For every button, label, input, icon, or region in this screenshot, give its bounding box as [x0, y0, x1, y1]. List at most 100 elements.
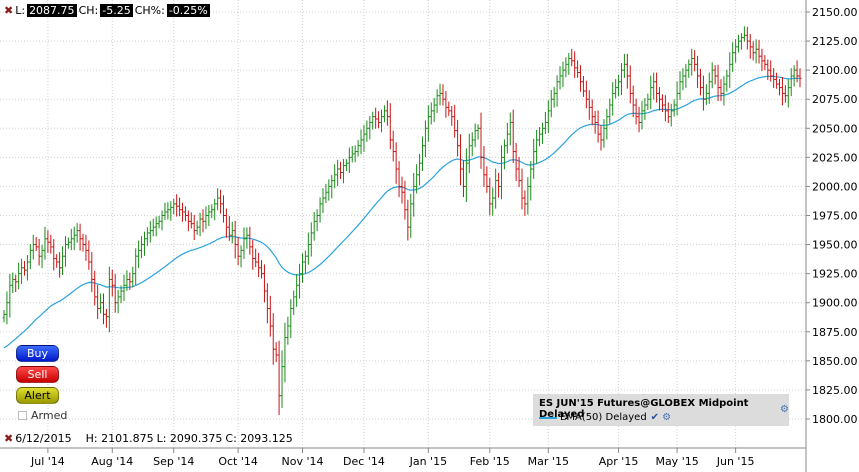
close-icon[interactable]: ✖	[4, 432, 14, 445]
ohlc-bar	[37, 238, 41, 266]
ohlc-bar	[295, 273, 299, 307]
ohlc-bar	[792, 65, 796, 87]
ohlc-bar	[2, 309, 6, 323]
ohlc-bar	[441, 84, 445, 106]
price-tick-label: 2000.00	[812, 180, 858, 193]
ohlc-bar	[306, 232, 310, 265]
ohlc-bar	[374, 107, 378, 129]
ohlc-bar	[737, 34, 741, 53]
ohlc-bar	[707, 72, 711, 104]
ohlc-bar	[216, 188, 220, 211]
ohlc-bar	[233, 220, 237, 259]
ohlc-bar	[517, 157, 521, 188]
ohlc-bar	[576, 60, 580, 78]
ohlc-bar	[754, 39, 758, 64]
time-tick-label: Sep '14	[153, 455, 194, 468]
ohlc-bar	[90, 252, 94, 293]
change-pct-label: CH%:	[134, 3, 165, 17]
ohlc-bar	[116, 289, 120, 314]
ohlc-bar	[631, 85, 635, 118]
ohlc-bar	[277, 340, 281, 415]
ohlc-bar	[637, 106, 641, 133]
ohlc-bar	[567, 52, 571, 75]
price-tick-label: 2100.00	[812, 64, 858, 77]
ohlc-bar	[412, 172, 416, 217]
ohlc-bar	[532, 138, 536, 179]
ohlc-bar	[69, 228, 73, 251]
ohlc-bar	[75, 223, 79, 243]
ohlc-bar	[693, 50, 697, 72]
price-tick-label: 1800.00	[812, 413, 858, 426]
ohlc-bar	[558, 66, 562, 90]
ohlc-bar	[195, 220, 199, 235]
ohlc-bar	[380, 109, 384, 133]
ohlc-bar	[148, 220, 152, 243]
ohlc-bar	[453, 104, 457, 138]
alert-button[interactable]: Alert	[16, 387, 59, 404]
ohlc-bar	[371, 111, 375, 130]
price-tick-label: 1875.00	[812, 326, 858, 339]
ohlc-bar	[154, 216, 158, 237]
check-icon[interactable]: ✔	[650, 412, 660, 423]
ohlc-bar	[731, 42, 735, 73]
ohlc-bar	[236, 236, 240, 266]
ohlc-bar	[110, 269, 114, 297]
ohlc-bar	[17, 262, 21, 290]
ohlc-bar	[131, 266, 135, 288]
armed-checkbox-box[interactable]	[18, 411, 27, 420]
ohlc-bar	[625, 53, 629, 89]
ohlc-bar	[584, 80, 588, 109]
ohlc-bar	[476, 124, 480, 140]
time-tick-label: Feb '15	[470, 455, 510, 468]
ohlc-bar	[341, 158, 345, 184]
ohlc-bar	[181, 202, 185, 222]
ohlc-bar	[564, 57, 568, 78]
price-tick-label: 2050.00	[812, 122, 858, 135]
ohlc-bar	[628, 65, 632, 104]
ohlc-bar	[145, 227, 149, 246]
ohlc-bar	[365, 120, 369, 142]
settings-icon[interactable]: ⚙	[780, 403, 789, 415]
ohlc-bar	[488, 177, 492, 216]
ohlc-bar	[596, 110, 600, 143]
ohlc-bar	[157, 215, 161, 229]
ohlc-bar	[403, 180, 407, 220]
ohlc-bar	[643, 97, 647, 120]
ohlc-bar	[262, 264, 266, 303]
ohlc-bar	[391, 130, 395, 162]
time-tick-label: Dec '14	[343, 455, 385, 468]
ohlc-bar	[113, 273, 117, 313]
ohlc-bar	[166, 202, 170, 220]
ohlc-bar	[605, 108, 609, 140]
time-tick-label: Aug '14	[91, 455, 133, 468]
ohlc-bar	[529, 161, 533, 201]
ohlc-bar	[201, 209, 205, 233]
ohlc-bar	[696, 55, 700, 88]
ohlc-bar	[22, 260, 26, 276]
ohlc-bar	[5, 291, 9, 325]
ohlc-bar	[388, 103, 392, 150]
ohlc-bar	[570, 48, 574, 67]
ohlc-bar	[260, 260, 264, 279]
quote-header: ✖ L: 2087.75 CH: -5.25 CH%: -0.25%	[4, 2, 212, 18]
ohlc-bar	[485, 166, 489, 193]
ohlc-bar	[49, 234, 53, 254]
settings-icon[interactable]: ⚙	[662, 412, 672, 423]
price-tick-label: 2150.00	[812, 6, 858, 19]
close-icon[interactable]: ✖	[4, 3, 14, 17]
buy-button[interactable]: Buy	[16, 345, 59, 362]
ohlc-bar	[456, 119, 460, 157]
ohlc-bar	[783, 85, 787, 103]
ohlc-bar	[251, 239, 255, 270]
ohlc-bar	[178, 197, 182, 217]
ohlc-bar	[798, 68, 802, 88]
ohlc-bar	[482, 146, 486, 187]
ohlc-bar	[611, 82, 615, 116]
armed-checkbox[interactable]: Armed	[18, 409, 67, 422]
ohlc-bar	[728, 52, 732, 88]
ohlc-bar	[245, 227, 249, 249]
ohlc-bar	[382, 105, 386, 123]
sell-button[interactable]: Sell	[16, 366, 59, 383]
ohlc-bar	[289, 299, 293, 339]
